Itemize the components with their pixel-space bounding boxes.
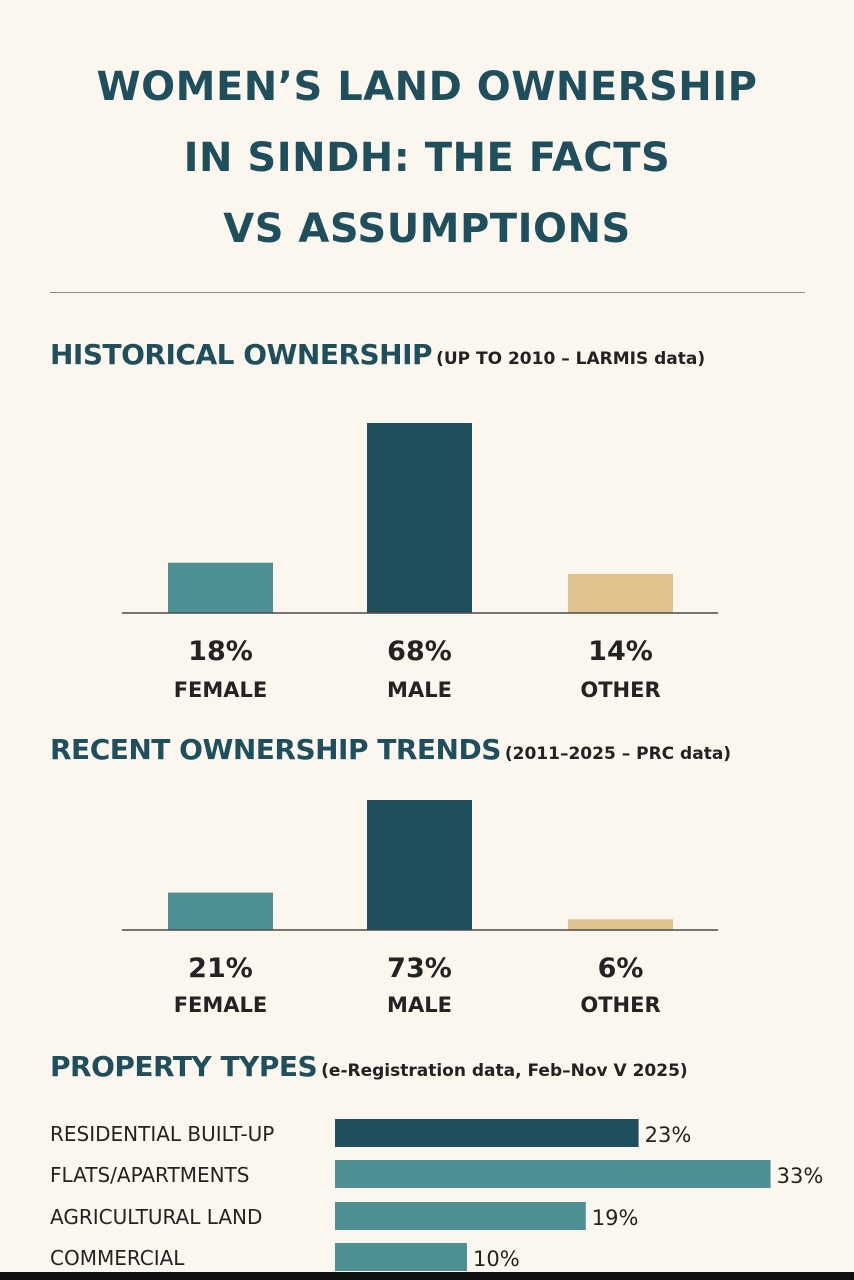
property-value-label-residential-built-up: 23% — [645, 1123, 692, 1147]
property-bar-commercial — [335, 1243, 467, 1271]
title-line-3: VS ASSUMPTIONS — [223, 206, 631, 252]
property-label-residential-built-up: RESIDENTIAL BUILT-UP — [50, 1122, 274, 1146]
historical-value-label-other: 14% — [588, 636, 653, 667]
property-label-commercial: COMMERCIAL — [50, 1246, 185, 1270]
historical-value-label-male: 68% — [387, 636, 452, 667]
recent-value-label-female: 21% — [188, 953, 253, 984]
recent-value-label-male: 73% — [387, 953, 452, 984]
historical-bar-female — [168, 562, 273, 613]
recent-heading: RECENT OWNERSHIP TRENDS (2011–2025 – PRC … — [50, 733, 731, 766]
title-line-2: IN SINDH: THE FACTS — [183, 135, 671, 181]
historical-category-label-other: OTHER — [580, 678, 660, 702]
historical-bar-other — [568, 573, 673, 613]
recent-category-label-male: MALE — [387, 993, 452, 1017]
historical-value-label-female: 18% — [188, 636, 253, 667]
bottom-edge-bar — [0, 1272, 854, 1280]
property-label-flats-apartments: FLATS/APARTMENTS — [50, 1163, 249, 1187]
recent-category-label-other: OTHER — [580, 993, 660, 1017]
title-line-1: WOMEN’S LAND OWNERSHIP — [96, 64, 758, 110]
recent-subtitle: (2011–2025 – PRC data) — [504, 744, 732, 764]
historical-subtitle: (UP TO 2010 – LARMIS data) — [436, 349, 706, 369]
historical-title: HISTORICAL OWNERSHIP — [50, 338, 433, 371]
property-bar-residential-built-up — [335, 1119, 639, 1147]
property-value-label-agricultural-land: 19% — [592, 1206, 639, 1230]
historical-category-label-female: FEMALE — [174, 678, 268, 702]
property-bar-flats-apartments — [335, 1160, 771, 1188]
page-title: WOMEN’S LAND OWNERSHIP IN SINDH: THE FAC… — [0, 52, 854, 265]
historical-heading: HISTORICAL OWNERSHIP (UP TO 2010 – LARMIS… — [50, 338, 705, 371]
property-heading: PROPERTY TYPES (e-Registration data, Feb–… — [50, 1050, 688, 1083]
property-subtitle: (e-Registration data, Feb–Nov V 2025) — [321, 1061, 688, 1081]
recent-value-label-other: 6% — [598, 953, 644, 984]
historical-bar-male — [367, 423, 472, 613]
property-value-label-flats-apartments: 33% — [777, 1164, 824, 1188]
property-value-label-commercial: 10% — [473, 1247, 520, 1271]
property-title: PROPERTY TYPES — [50, 1050, 318, 1083]
property-label-agricultural-land: AGRICULTURAL LAND — [50, 1205, 262, 1229]
historical-category-label-male: MALE — [387, 678, 452, 702]
title-divider — [50, 292, 805, 293]
property-bar-agricultural-land — [335, 1202, 586, 1230]
recent-bar-male — [367, 800, 472, 930]
recent-bar-female — [168, 892, 273, 930]
recent-category-label-female: FEMALE — [174, 993, 268, 1017]
recent-bar-other — [568, 919, 673, 930]
recent-title: RECENT OWNERSHIP TRENDS — [50, 733, 501, 766]
